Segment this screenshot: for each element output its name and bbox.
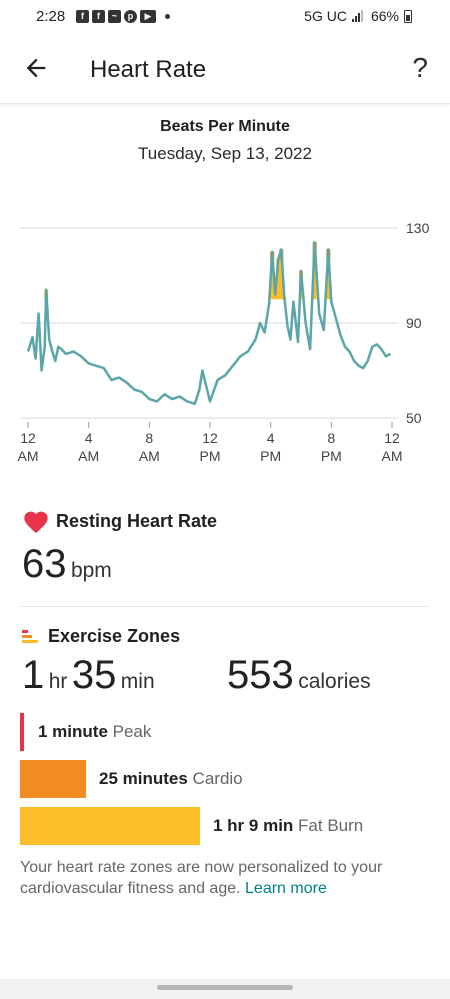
fatburn-zone-mark [276, 258, 281, 300]
peak-label: Peak [112, 722, 152, 741]
x-tick-sublabel: AM [18, 448, 39, 464]
exercise-zones-section[interactable]: Exercise Zones 1 hr 35 min 553 calories [22, 626, 432, 698]
fatburn-bar [20, 807, 200, 845]
heart-rate-line [26, 241, 392, 406]
x-tick-label: 8 [145, 430, 153, 446]
fatburn-zone-mark [273, 294, 278, 300]
zones-label: Exercise Zones [48, 626, 181, 646]
x-tick-label: 4 [85, 430, 93, 446]
zones-calories: 553 calories [227, 653, 371, 698]
note-text: Your heart rate zones are now personaliz… [20, 859, 383, 897]
calories-value: 553 [227, 653, 294, 697]
facebook-icon: f [76, 10, 89, 23]
duration-minutes: 35 [71, 653, 117, 697]
signal-icon [351, 10, 366, 22]
help-button[interactable]: ? [412, 52, 428, 83]
section-divider [20, 606, 430, 607]
duration-minutes-unit: min [120, 670, 155, 693]
fatburn-zone-mark [270, 251, 275, 300]
network-label: 5G UC [304, 8, 347, 24]
app-bar: Heart Rate ? [0, 34, 450, 104]
zones-duration: 1 hr 35 min [22, 653, 227, 698]
zone-row-fatburn: 1 hr 9 min Fat Burn [20, 807, 363, 845]
zone-row-cardio: 25 minutes Cardio [20, 760, 243, 798]
chart-date[interactable]: Tuesday, Sep 13, 2022 [138, 144, 312, 163]
fatburn-zone-mark [279, 249, 284, 300]
battery-icon [404, 9, 412, 23]
fatburn-zone-mark [326, 249, 331, 300]
messenger-icon: ~ [108, 10, 121, 23]
cardio-duration: 25 minutes [99, 769, 188, 788]
duration-hours: 1 [22, 653, 45, 697]
status-right: 5G UC 66% [304, 8, 412, 24]
learn-more-link[interactable]: Learn more [245, 880, 327, 897]
resting-heart-rate-section[interactable]: Resting Heart Rate 63 bpm [22, 508, 217, 587]
battery-label: 66% [370, 8, 399, 24]
chart-header: Beats Per Minute Tuesday, Sep 13, 2022 [0, 118, 450, 164]
home-handle[interactable] [157, 985, 293, 990]
notification-icons: f f ~ p ▶ [76, 10, 170, 23]
y-tick-label: 50 [406, 410, 422, 426]
calories-unit: calories [298, 670, 371, 693]
facebook-icon-2: f [92, 10, 105, 23]
x-tick-sublabel: AM [78, 448, 99, 464]
y-tick-label: 90 [406, 315, 422, 331]
x-tick-sublabel: AM [139, 448, 160, 464]
fatburn-duration: 1 hr 9 min [213, 816, 294, 835]
x-tick-label: 12 [384, 430, 400, 446]
zones-note: Your heart rate zones are now personaliz… [20, 857, 430, 899]
x-tick-sublabel: AM [382, 448, 403, 464]
x-tick-label: 12 [202, 430, 218, 446]
resting-label: Resting Heart Rate [56, 510, 218, 531]
x-tick-sublabel: PM [260, 448, 281, 464]
youtube-icon: ▶ [140, 10, 156, 23]
x-tick-label: 12 [20, 430, 36, 446]
cardio-label: Cardio [192, 769, 243, 788]
zones-icon [22, 629, 38, 643]
peak-duration: 1 minute [38, 722, 108, 741]
x-tick-label: 4 [267, 430, 275, 446]
y-tick-label: 130 [406, 220, 430, 236]
peak-bar [20, 713, 24, 751]
zone-row-peak: 1 minute Peak [20, 713, 151, 751]
chart-title: Beats Per Minute [160, 118, 290, 135]
heart-rate-chart[interactable]: 130 90 50 12 AM 4 AM 8 AM 12 PM 4 PM 8 PM 12 AM [0, 210, 450, 470]
x-tick-sublabel: PM [321, 448, 342, 464]
duration-hours-unit: hr [48, 670, 68, 693]
x-tick-sublabel: PM [200, 448, 221, 464]
back-arrow-icon[interactable] [22, 54, 50, 82]
status-time: 2:28 [36, 8, 66, 25]
fatburn-label: Fat Burn [298, 816, 364, 835]
x-tick-label: 8 [327, 430, 335, 446]
resting-unit: bpm [70, 559, 112, 582]
pinterest-icon: p [124, 10, 137, 23]
page-title: Heart Rate [90, 56, 207, 83]
status-bar: 2:28 f f ~ p ▶ 5G UC 66% [0, 0, 450, 34]
resting-value: 63 [22, 542, 67, 586]
heart-icon [24, 511, 48, 534]
cardio-bar [20, 760, 86, 798]
more-notifications-dot [165, 14, 170, 19]
